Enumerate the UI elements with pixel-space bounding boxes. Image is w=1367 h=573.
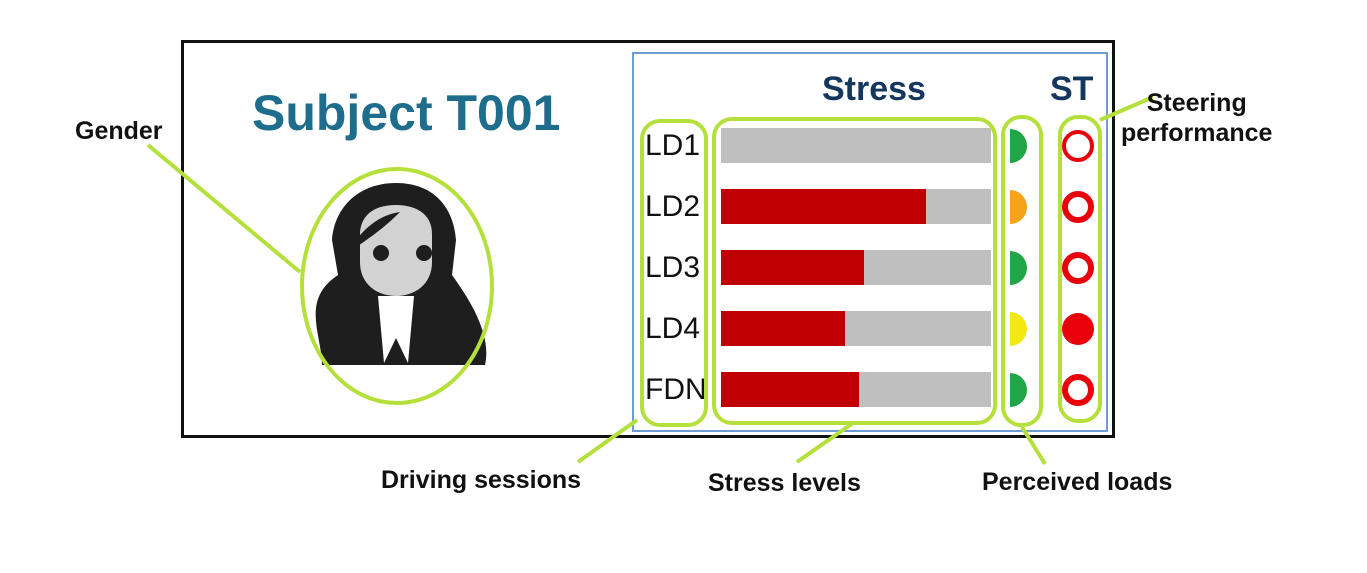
- perceived-load-indicator: [1010, 190, 1044, 224]
- stress-panel: [632, 52, 1108, 432]
- steering-hollow-dot: [1062, 252, 1094, 284]
- stress-levels-annotation: Stress levels: [708, 469, 861, 497]
- perceived-load-indicator: [1010, 373, 1044, 407]
- steering-annotation-line-1: Steering: [1146, 89, 1247, 117]
- sessions-highlight: [640, 119, 708, 427]
- session-label: FDN: [645, 373, 707, 406]
- perceived-load-indicator: [1010, 129, 1044, 163]
- steering-hollow-dot: [1062, 130, 1094, 162]
- stress-header: Stress: [822, 70, 926, 108]
- session-label: LD3: [645, 251, 701, 284]
- stress-bar-fill: [721, 189, 927, 224]
- stress-bar-track: [721, 250, 991, 285]
- session-label: LD2: [645, 190, 701, 223]
- gender-annotation: Gender: [75, 117, 163, 145]
- driving-sessions-annotation: Driving sessions: [381, 466, 582, 494]
- stress-bar-track: [721, 372, 991, 407]
- session-label: LD4: [645, 312, 701, 345]
- steering-highlight: [1058, 115, 1102, 423]
- stress-bar-track: [721, 189, 991, 224]
- steering-performance-annotation: Steering performance: [1121, 88, 1272, 148]
- steering-annotation-line-2: performance: [1121, 119, 1273, 147]
- stress-bar-fill: [721, 250, 865, 285]
- perceived-load-indicator: [1010, 251, 1044, 285]
- subject-card: [181, 40, 1115, 438]
- stress-bar-fill: [721, 311, 846, 346]
- stress-levels-highlight: [712, 117, 997, 425]
- steering-hollow-dot: [1062, 374, 1094, 406]
- stress-bar-track: [721, 311, 991, 346]
- perceived-loads-annotation: Perceived loads: [982, 468, 1173, 496]
- perceived-loads-highlight: [1001, 115, 1043, 427]
- stress-bar-track: [721, 128, 991, 163]
- subject-title: Subject T001: [252, 85, 561, 141]
- stress-bar-fill: [721, 372, 859, 407]
- steering-header: ST: [1050, 70, 1094, 108]
- steering-filled-dot: [1062, 313, 1094, 345]
- perceived-load-indicator: [1010, 312, 1044, 346]
- steering-hollow-dot: [1062, 191, 1094, 223]
- gender-highlight: [300, 167, 494, 405]
